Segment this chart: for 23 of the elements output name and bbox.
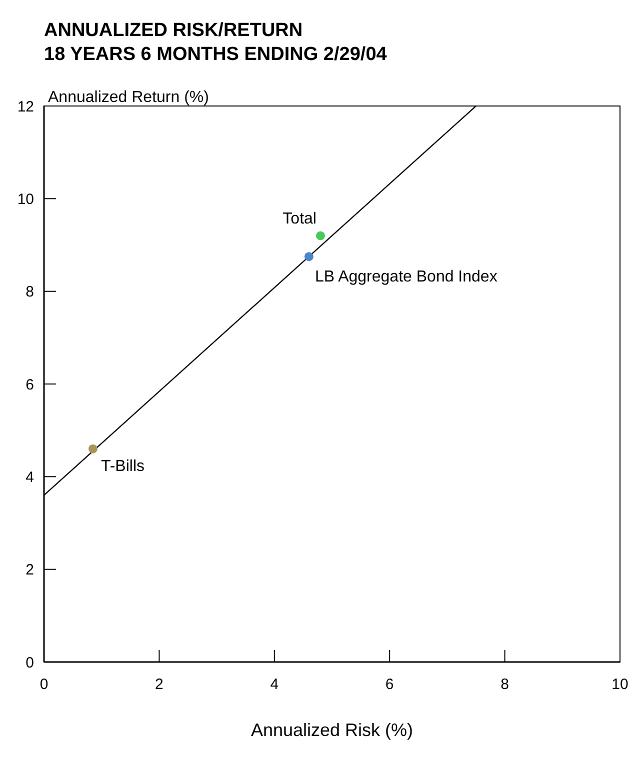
y-axis-title: Annualized Return (%) <box>48 89 209 106</box>
y-tick-label: 12 <box>17 98 34 116</box>
point <box>316 231 325 240</box>
y-tick-label: 2 <box>26 562 34 579</box>
x-tick-label: 10 <box>612 676 628 693</box>
y-tick-label: 6 <box>26 376 34 394</box>
y-tick-label: 0 <box>26 654 34 672</box>
x-axis-title: Annualized Risk (%) <box>250 720 414 740</box>
point <box>88 444 98 454</box>
x-tick-label: 6 <box>385 676 394 693</box>
series-label: LB Aggregate Bond Index <box>314 268 498 286</box>
x-tick-label: 4 <box>270 676 279 693</box>
y-tick-label: 8 <box>26 284 34 301</box>
point <box>304 252 314 262</box>
series-label: Total <box>282 210 316 228</box>
x-tick-label: 8 <box>500 676 509 693</box>
x-tick-label: 2 <box>155 676 164 693</box>
chart-title: ANNUALIZED RISK/RETURN <box>44 20 303 41</box>
y-tick-label: 4 <box>26 468 34 486</box>
chart-subtitle: 18 YEARS 6 MONTHS ENDING 2/29/04 <box>44 44 388 65</box>
x-tick-label: 0 <box>40 676 48 693</box>
y-tick-label: 10 <box>17 190 34 208</box>
series-label: T-Bills <box>100 458 145 475</box>
